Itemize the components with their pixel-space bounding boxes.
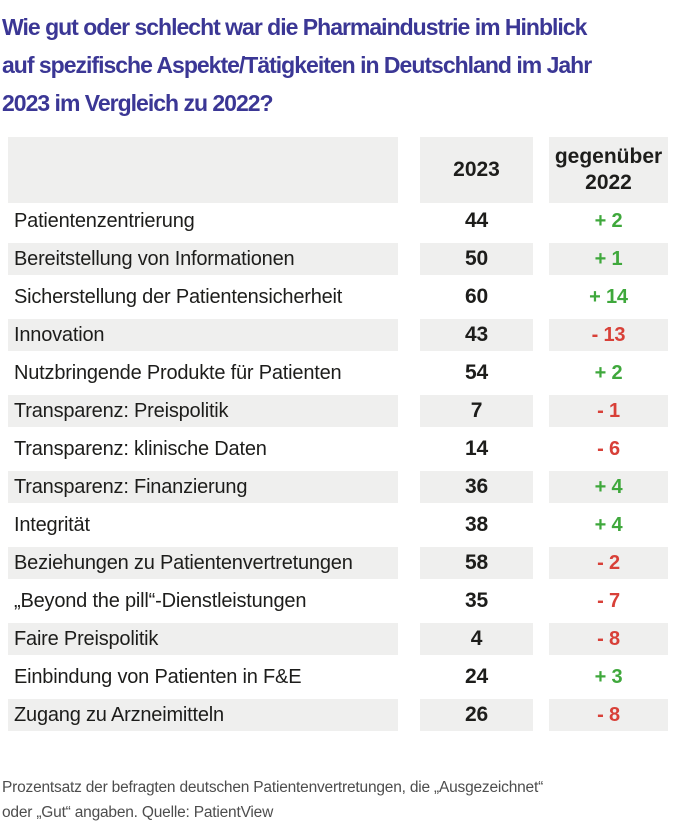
row-value-2023: 44 [465, 209, 488, 232]
row-change: + 3 [594, 665, 623, 688]
row-label: Patientenzentrierung [14, 209, 195, 232]
table-row: Sicherstellung der Patientensicherheit 6… [8, 281, 668, 313]
row-change: + 2 [594, 361, 623, 384]
table-body: Patientenzentrierung 44 + 2 Bereitstellu… [8, 205, 668, 731]
footnote-line-1: Prozentsatz der befragten deutschen Pati… [2, 779, 544, 796]
row-value-2023: 38 [465, 513, 488, 536]
row-value-2023: 36 [420, 471, 533, 503]
row-label: Innovation [8, 319, 398, 351]
row-change: - 1 [549, 395, 668, 427]
table-row: Faire Preispolitik 4 - 8 [8, 623, 668, 655]
row-label: Nutzbringende Produkte für Patienten [14, 361, 342, 384]
row-label: Transparenz: Preispolitik [8, 395, 398, 427]
title-line-1: Wie gut oder schlecht war die Pharmaindu… [2, 14, 587, 40]
table-row: Integrität 38 + 4 [8, 509, 668, 541]
row-value-2023: 54 [465, 361, 488, 384]
row-change: - 2 [549, 547, 668, 579]
title-line-2: auf spezifische Aspekte/Tätigkeiten in D… [2, 52, 592, 78]
row-label: Transparenz: Finanzierung [8, 471, 398, 503]
table-row: Patientenzentrierung 44 + 2 [8, 205, 668, 237]
row-value-2023: 43 [420, 319, 533, 351]
table-row: Nutzbringende Produkte für Patienten 54 … [8, 357, 668, 389]
row-change: + 14 [589, 285, 628, 308]
row-change: - 6 [597, 437, 620, 460]
header-cell-aspect [8, 137, 398, 203]
table-row: „Beyond the pill“-Dienstleistungen 35 - … [8, 585, 668, 617]
table-row: Beziehungen zu Patientenvertretungen 58 … [8, 547, 668, 579]
table-row: Transparenz: Preispolitik 7 - 1 [8, 395, 668, 427]
footnote-line-2: oder „Gut“ angaben. Quelle: PatientView [2, 804, 274, 821]
table-row: Transparenz: Finanzierung 36 + 4 [8, 471, 668, 503]
row-label: Faire Preispolitik [8, 623, 398, 655]
table-row: Innovation 43 - 13 [8, 319, 668, 351]
row-label: Zugang zu Arzneimitteln [8, 699, 398, 731]
header-cell-change: gegenüber 2022 [549, 137, 668, 203]
row-value-2023: 60 [465, 285, 488, 308]
row-change: - 13 [549, 319, 668, 351]
row-label: Transparenz: klinische Daten [14, 437, 267, 460]
header-cell-2023: 2023 [420, 137, 533, 203]
table-header-row: 2023 gegenüber 2022 [8, 137, 668, 203]
row-label: Beziehungen zu Patientenvertretungen [8, 547, 398, 579]
footnote: Prozentsatz der befragten deutschen Pati… [2, 775, 673, 825]
row-value-2023: 35 [465, 589, 488, 612]
table-row: Transparenz: klinische Daten 14 - 6 [8, 433, 668, 465]
row-label: Einbindung von Patienten in F&E [14, 665, 302, 688]
infographic: Wie gut oder schlecht war die Pharmaindu… [0, 8, 673, 840]
row-value-2023: 24 [465, 665, 488, 688]
table-row: Einbindung von Patienten in F&E 24 + 3 [8, 661, 668, 693]
row-change: - 8 [549, 623, 668, 655]
row-change: + 4 [549, 471, 668, 503]
page-title: Wie gut oder schlecht war die Pharmaindu… [2, 8, 673, 122]
row-value-2023: 14 [465, 437, 488, 460]
data-table: 2023 gegenüber 2022 Patientenzentrierung… [8, 137, 668, 731]
row-value-2023: 7 [420, 395, 533, 427]
row-label: Sicherstellung der Patientensicherheit [14, 285, 343, 308]
title-line-3: 2023 im Vergleich zu 2022? [2, 90, 274, 116]
row-change: + 4 [594, 513, 623, 536]
row-change: - 8 [549, 699, 668, 731]
row-label: Integrität [14, 513, 90, 536]
table-row: Bereitstellung von Informationen 50 + 1 [8, 243, 668, 275]
row-value-2023: 4 [420, 623, 533, 655]
row-value-2023: 58 [420, 547, 533, 579]
row-change: + 2 [594, 209, 623, 232]
row-value-2023: 26 [420, 699, 533, 731]
row-change: + 1 [549, 243, 668, 275]
row-label: Bereitstellung von Informationen [8, 243, 398, 275]
row-change: - 7 [597, 589, 620, 612]
row-label: „Beyond the pill“-Dienstleistungen [14, 589, 307, 612]
table-row: Zugang zu Arzneimitteln 26 - 8 [8, 699, 668, 731]
row-value-2023: 50 [420, 243, 533, 275]
